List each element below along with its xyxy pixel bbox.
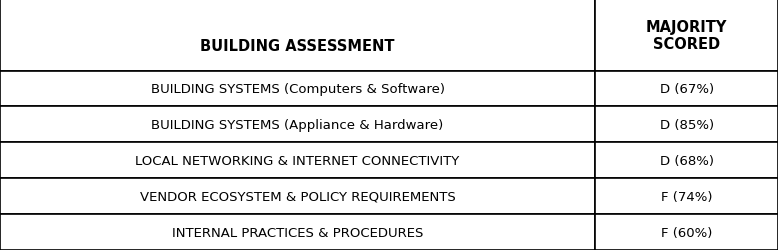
Bar [595,71,778,107]
Text: VENDOR ECOSYSTEM & POLICY REQUIREMENTS: VENDOR ECOSYSTEM & POLICY REQUIREMENTS [140,190,455,203]
Bar [0,71,595,107]
Bar [595,214,778,250]
Text: BUILDING SYSTEMS (Computers & Software): BUILDING SYSTEMS (Computers & Software) [151,83,444,96]
Text: D (68%): D (68%) [660,154,713,167]
Bar [0,178,595,214]
Bar [0,0,595,71]
Text: INTERNAL PRACTICES & PROCEDURES: INTERNAL PRACTICES & PROCEDURES [172,226,423,238]
Text: D (67%): D (67%) [660,83,713,96]
Text: MAJORITY: MAJORITY [646,20,727,34]
Text: BUILDING ASSESSMENT: BUILDING ASSESSMENT [201,39,395,54]
Bar [595,107,778,143]
Bar [595,143,778,178]
Text: BUILDING SYSTEMS (Appliance & Hardware): BUILDING SYSTEMS (Appliance & Hardware) [152,118,443,131]
Text: SCORED: SCORED [653,37,720,52]
Text: F (74%): F (74%) [661,190,713,203]
Text: D (85%): D (85%) [660,118,713,131]
Text: LOCAL NETWORKING & INTERNET CONNECTIVITY: LOCAL NETWORKING & INTERNET CONNECTIVITY [135,154,460,167]
Text: F (60%): F (60%) [661,226,713,238]
Bar [595,0,778,71]
Bar [595,178,778,214]
Bar [0,143,595,178]
Bar [0,214,595,250]
Bar [0,107,595,143]
